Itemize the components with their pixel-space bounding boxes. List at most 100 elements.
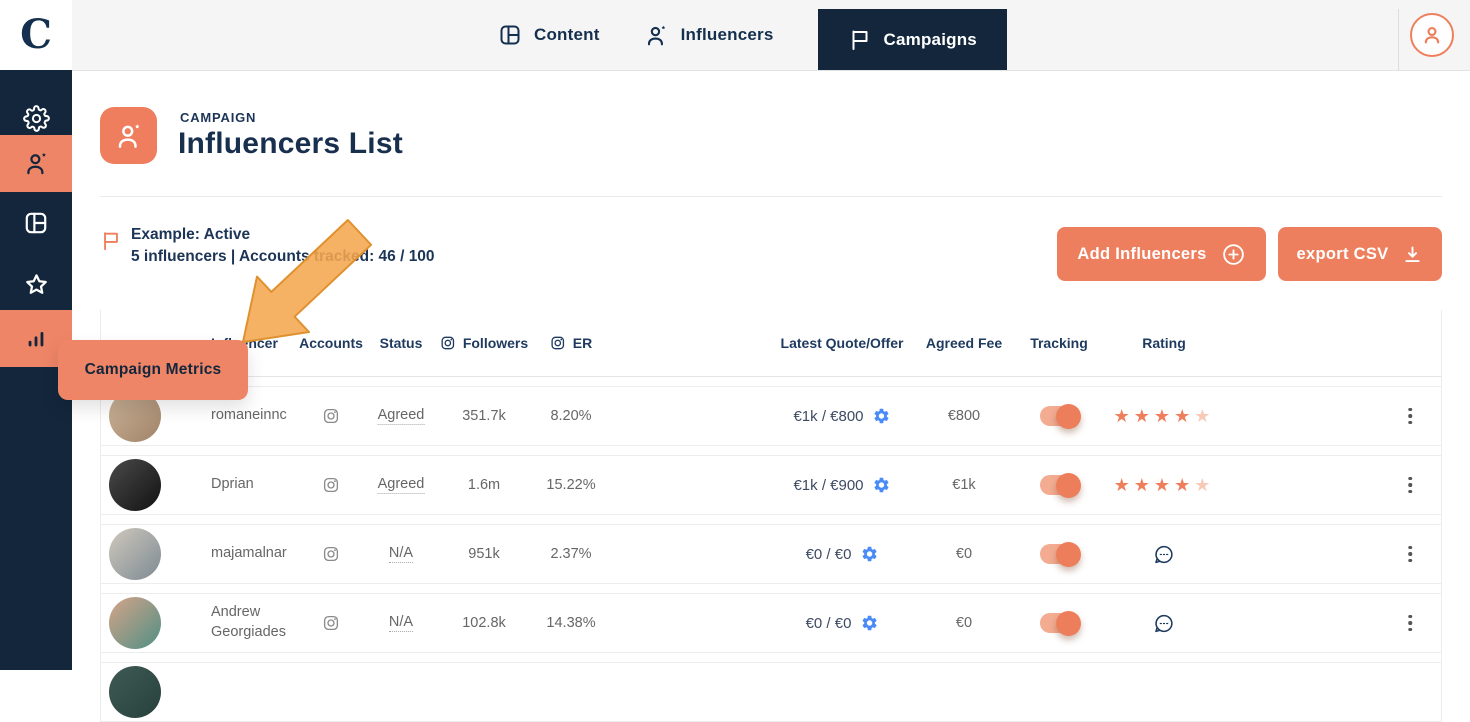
er-value: 14.38% <box>546 615 596 631</box>
main-nav: Content Influencers Campaigns <box>498 0 1007 70</box>
sidebar-item-settings[interactable] <box>0 90 72 147</box>
tracking-cell <box>1040 594 1081 652</box>
tracking-cell <box>1040 456 1081 514</box>
quote-text: €0 / €0 <box>805 545 852 563</box>
toggle-knob <box>1056 473 1081 498</box>
status-value[interactable]: N/A <box>388 525 414 583</box>
followers-value: 1.6m <box>467 477 501 493</box>
table-row: majamalnar N/A 951k 2.37% €0 / €0 €0 <box>101 524 1441 584</box>
user-icon <box>1419 22 1445 48</box>
user-profile-button[interactable] <box>1410 13 1454 57</box>
kebab-dot <box>1408 476 1412 481</box>
kebab-dot <box>1408 420 1412 425</box>
campaign-name-status: Example: Active <box>131 226 251 243</box>
kebab-menu-icon[interactable] <box>1402 402 1418 431</box>
influencer-avatar[interactable] <box>109 528 161 580</box>
quote-settings-gear-icon[interactable] <box>860 545 878 563</box>
toggle-knob <box>1056 542 1081 567</box>
add-influencers-button[interactable]: Add Influencers <box>1057 227 1266 281</box>
top-navigation-bar: Content Influencers Campaigns <box>0 0 1470 71</box>
tracking-toggle[interactable] <box>1040 611 1081 636</box>
quote-offer-value: €0 / €0 <box>806 525 879 583</box>
page-header-icon <box>100 107 157 164</box>
quote-settings-gear-icon[interactable] <box>873 407 891 425</box>
row-menu-button[interactable] <box>1402 456 1418 514</box>
row-menu-button[interactable] <box>1402 594 1418 652</box>
kebab-dot <box>1408 545 1412 550</box>
tab-content[interactable]: Content <box>498 0 600 70</box>
flag-icon <box>848 28 872 52</box>
kebab-menu-icon[interactable] <box>1402 609 1418 638</box>
tracking-cell <box>1040 525 1081 583</box>
sidebar-item-influencers[interactable] <box>0 135 72 192</box>
influencer-name[interactable]: Andrew Georgiades <box>211 604 286 640</box>
star-filled-icon: ★ <box>1174 474 1195 496</box>
influencer-name[interactable]: romaneinnc <box>211 407 287 424</box>
row-menu-button[interactable] <box>1402 525 1418 583</box>
followers-value: 102.8k <box>462 615 506 631</box>
kebab-dot <box>1408 627 1412 632</box>
influencer-name[interactable]: majamalnar <box>211 545 287 562</box>
table-body: romaneinnc Agreed 351.7k 8.20% €1k / €800 €80… <box>101 386 1441 722</box>
followers-value: 951k <box>468 546 500 562</box>
tab-influencers[interactable]: Influencers <box>644 0 774 70</box>
tab-campaigns[interactable]: Campaigns <box>817 9 1007 70</box>
status-text: Agreed <box>377 407 425 425</box>
status-value[interactable]: Agreed <box>377 387 425 445</box>
app-logo: C <box>20 11 52 58</box>
quote-text: €1k / €900 <box>793 476 864 494</box>
comment-bubble-icon[interactable] <box>1153 543 1176 566</box>
star-rating[interactable]: ★★★★★ <box>1114 475 1215 496</box>
instagram-icon[interactable] <box>322 387 340 445</box>
status-text: Agreed <box>377 476 425 494</box>
row-menu-button[interactable] <box>1402 387 1418 445</box>
instagram-icon <box>440 335 456 351</box>
tracking-toggle[interactable] <box>1040 404 1081 429</box>
rating-cell[interactable]: ★★★★★ <box>1114 456 1215 514</box>
kebab-menu-icon[interactable] <box>1402 471 1418 500</box>
topbar-divider <box>1398 9 1399 70</box>
sidebar-item-campaign-metrics[interactable] <box>0 310 72 367</box>
col-followers: Followers <box>440 310 528 376</box>
star-rating[interactable]: ★★★★★ <box>1114 406 1215 427</box>
rating-cell[interactable]: ★★★★★ <box>1114 387 1215 445</box>
status-value[interactable]: N/A <box>388 594 414 652</box>
agreed-fee-value: €1k <box>952 477 976 493</box>
quote-settings-gear-icon[interactable] <box>860 614 878 632</box>
kebab-menu-icon[interactable] <box>1402 540 1418 569</box>
quote-offer-value: €1k / €800 <box>793 387 890 445</box>
col-rating: Rating <box>1142 335 1186 351</box>
comment-bubble-icon[interactable] <box>1153 612 1176 635</box>
tracking-toggle[interactable] <box>1040 473 1081 498</box>
tab-content-label: Content <box>534 25 600 44</box>
quote-offer-value: €1k / €900 <box>793 456 890 514</box>
page-eyebrow: CAMPAIGN <box>180 110 257 125</box>
app-logo-cell[interactable]: C <box>0 0 72 70</box>
kebab-dot <box>1408 489 1412 494</box>
sidebar-item-content[interactable] <box>0 194 72 251</box>
sidebar-item-favorites[interactable] <box>0 257 72 314</box>
influencer-avatar[interactable] <box>109 459 161 511</box>
table-row: Dprian Agreed 1.6m 15.22% €1k / €900 €1k ★★★★★ <box>101 455 1441 515</box>
agreed-fee-value: €0 <box>955 546 973 562</box>
followers-value: 351.7k <box>462 408 506 424</box>
influencer-avatar[interactable] <box>109 666 161 718</box>
content-grid-icon <box>498 23 522 47</box>
quote-offer-value: €0 / €0 <box>806 594 879 652</box>
instagram-icon[interactable] <box>322 456 340 514</box>
export-csv-button[interactable]: export CSV <box>1278 227 1442 281</box>
influencer-avatar[interactable] <box>109 597 161 649</box>
status-value[interactable]: Agreed <box>377 456 425 514</box>
campaign-metrics-tooltip[interactable]: Campaign Metrics <box>58 340 248 400</box>
star-filled-icon: ★ <box>1113 474 1134 496</box>
influencer-name[interactable]: Dprian <box>211 476 254 493</box>
rating-cell[interactable] <box>1153 525 1176 583</box>
kebab-dot <box>1408 552 1412 556</box>
instagram-icon[interactable] <box>322 594 340 652</box>
header-divider <box>100 196 1442 197</box>
rating-cell[interactable] <box>1153 594 1176 652</box>
campaign-metrics-label: Campaign Metrics <box>84 361 222 378</box>
quote-settings-gear-icon[interactable] <box>873 476 891 494</box>
instagram-icon[interactable] <box>322 525 340 583</box>
tracking-toggle[interactable] <box>1040 542 1081 567</box>
